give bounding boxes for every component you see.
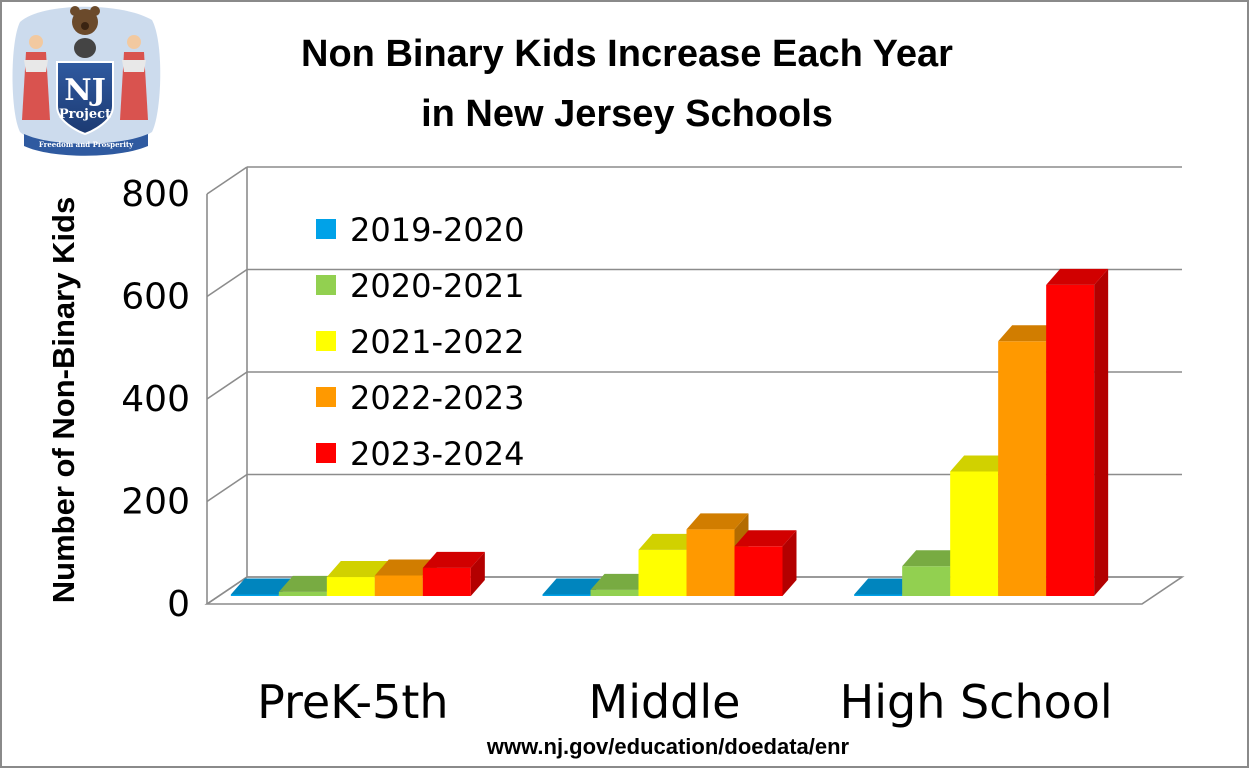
gridline-connector [206, 473, 248, 503]
right-figure-icon [120, 35, 148, 120]
legend-label: 2021-2022 [350, 323, 524, 361]
y-tick-label: 0 [167, 584, 190, 625]
gridline-connector [206, 166, 248, 195]
bar-front [686, 529, 735, 596]
source-note: www.nj.gov/education/doedata/enr [486, 734, 850, 759]
legend-label: 2023-2024 [350, 435, 524, 473]
bar-front [854, 594, 903, 596]
bar-front [374, 575, 423, 596]
bar-top [734, 530, 797, 547]
gridline-connector [206, 268, 248, 298]
bar-front [422, 567, 471, 596]
nj-seal-icon: NJ Project Freedom and Prosperity [12, 6, 161, 156]
bar [1046, 268, 1109, 596]
bar [422, 551, 485, 596]
plot-area: 0 200 400 600 800 PreK-5th Middle High School [121, 166, 1185, 729]
legend-swatch [316, 331, 336, 351]
bar-top [230, 578, 293, 595]
bar-top [542, 578, 605, 595]
left-figure-icon [22, 35, 50, 120]
logo-motto: Freedom and Prosperity [39, 140, 134, 149]
bar-front [278, 591, 327, 596]
bar-top [278, 575, 341, 592]
logo-mark: NJ [64, 73, 106, 108]
chart-title-line-1: Non Binary Kids Increase Each Year [301, 33, 953, 75]
bar-top [1046, 268, 1109, 285]
bar-top [422, 551, 485, 568]
bar-top [686, 513, 749, 530]
bar [734, 530, 797, 596]
bar-top [902, 550, 965, 567]
bar-top [590, 573, 653, 590]
gridline-connector [206, 371, 248, 400]
bar-front [998, 341, 1047, 596]
bar-front [734, 546, 783, 596]
bar-front [1046, 284, 1095, 596]
bar-top [998, 325, 1061, 342]
bar-front [230, 594, 279, 596]
legend-swatch [316, 275, 336, 295]
chart-floor [204, 576, 1185, 605]
bar-front [950, 471, 999, 596]
bar-front [542, 594, 591, 596]
y-axis-label: Number of Non-Binary Kids [46, 197, 81, 603]
bar-top [854, 578, 917, 595]
bar-side [1094, 268, 1109, 596]
legend-swatch [316, 219, 336, 239]
bar-front [902, 566, 951, 596]
chart-title-line-2: in New Jersey Schools [421, 93, 833, 135]
bar-side [782, 530, 797, 596]
bar-side [470, 551, 485, 596]
legend: 2019-2020 2020-2021 2021-2022 2022-2023 2023… [316, 211, 524, 473]
bar-front [326, 577, 375, 596]
legend-label: 2022-2023 [350, 379, 524, 417]
x-category-label: PreK-5th [257, 675, 449, 729]
bear-head-icon [70, 6, 100, 35]
bar-top [326, 561, 389, 578]
bar-front [638, 549, 687, 596]
x-category-label: Middle [589, 675, 741, 729]
legend-label: 2020-2021 [350, 267, 524, 305]
legend-swatch [316, 387, 336, 407]
bar-top [950, 455, 1013, 472]
bar-top [374, 559, 437, 576]
x-category-label: High School [840, 675, 1113, 729]
legend-swatch [316, 443, 336, 463]
y-tick-label: 200 [121, 482, 190, 523]
bar-front [590, 589, 639, 596]
legend-label: 2019-2020 [350, 211, 524, 249]
y-tick-label: 400 [121, 379, 190, 420]
bar-top [638, 533, 701, 550]
y-tick-label: 800 [121, 174, 190, 215]
logo-sub: Project [59, 107, 111, 122]
y-tick-label: 600 [121, 277, 190, 318]
